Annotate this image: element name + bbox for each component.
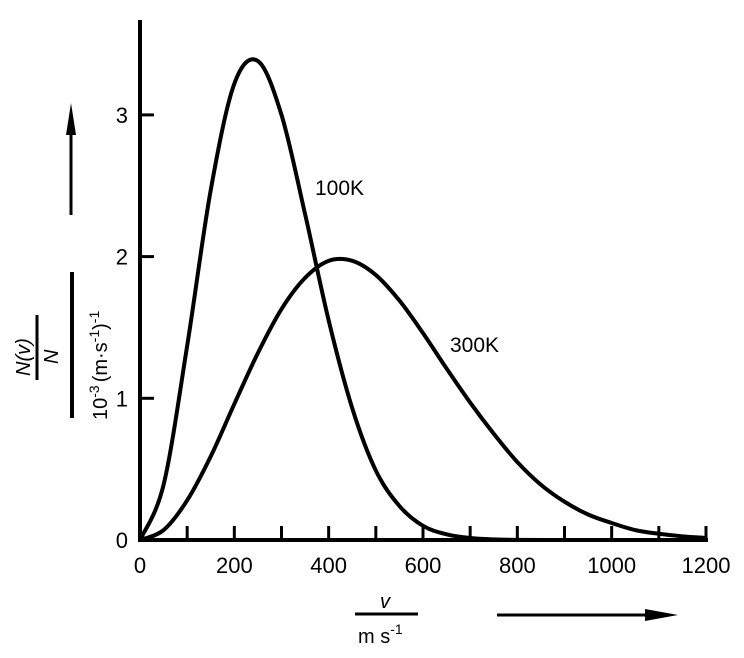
- x-tick-label: 600: [405, 553, 442, 578]
- x-tick-label: 400: [310, 553, 347, 578]
- series-line-100k: [138, 57, 706, 543]
- axes: [138, 20, 708, 542]
- series-label-300k: 300K: [450, 334, 499, 357]
- y-axis-label: N(v) N 10-3(m·s-1)-1: [13, 272, 112, 420]
- y-tick-label: 3: [116, 103, 128, 128]
- x-tick-label: 800: [499, 553, 536, 578]
- x-label-denominator: m s-1: [358, 621, 403, 648]
- x-label-numerator: v: [380, 591, 391, 613]
- y-tick-label: 1: [116, 386, 128, 411]
- y-tick-label: 2: [116, 245, 128, 270]
- x-tick-label: 200: [216, 553, 253, 578]
- y-label-numerator: N(v): [13, 338, 35, 376]
- x-tick-label: 0: [134, 553, 146, 578]
- y-label-numerator-under: N: [41, 349, 63, 364]
- x-arrow-icon: [497, 609, 678, 621]
- x-axis-label: v m s-1: [355, 591, 418, 648]
- x-tick-label: 1200: [682, 553, 731, 578]
- x-tick-label: 1000: [587, 553, 636, 578]
- y-tick-label: 0: [116, 528, 128, 553]
- y-arrow-icon: [66, 103, 76, 215]
- series-line-300k: [139, 256, 707, 542]
- series-label-100k: 100K: [315, 177, 364, 200]
- y-label-denominator: 10-3(m·s-1)-1: [86, 311, 112, 420]
